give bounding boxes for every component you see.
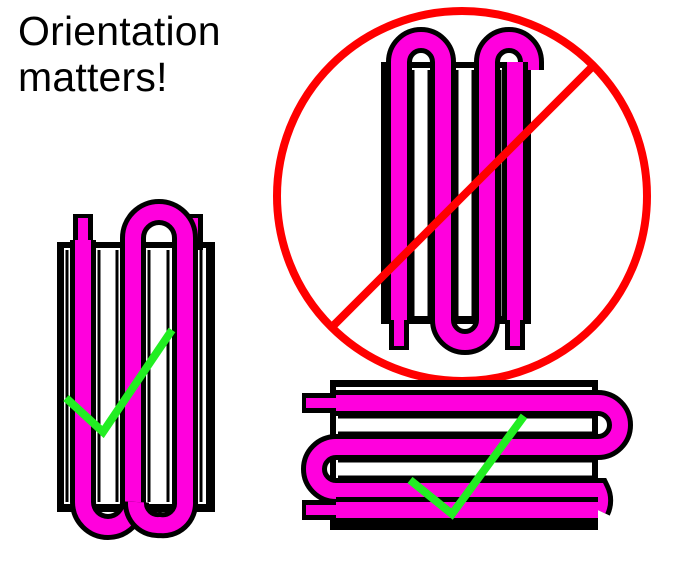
fins: [65, 250, 203, 502]
fins: [338, 415, 592, 479]
inlet-port-fill: [78, 218, 88, 248]
inlet-port-fill: [394, 318, 404, 346]
inlet-port-fill: [306, 398, 338, 408]
radiator-horizontal-correct: [301, 380, 633, 530]
page-title: Orientation matters!: [18, 8, 221, 100]
tube-lower: [128, 240, 193, 534]
check-mark-icon: [407, 413, 528, 520]
outlet-port-fill: [306, 505, 338, 515]
check-mark-icon: [63, 327, 176, 439]
tube: [391, 31, 539, 351]
outlet-port-fill: [510, 318, 520, 346]
radiator-vertical-prohibited: [273, 7, 651, 385]
title-line-2: matters!: [18, 54, 168, 100]
prohibited-slash-icon: [329, 63, 596, 330]
title-line-1: Orientation: [18, 8, 221, 54]
radiator-vertical-correct: [57, 198, 215, 540]
tube: [75, 203, 193, 535]
fins: [411, 70, 502, 316]
